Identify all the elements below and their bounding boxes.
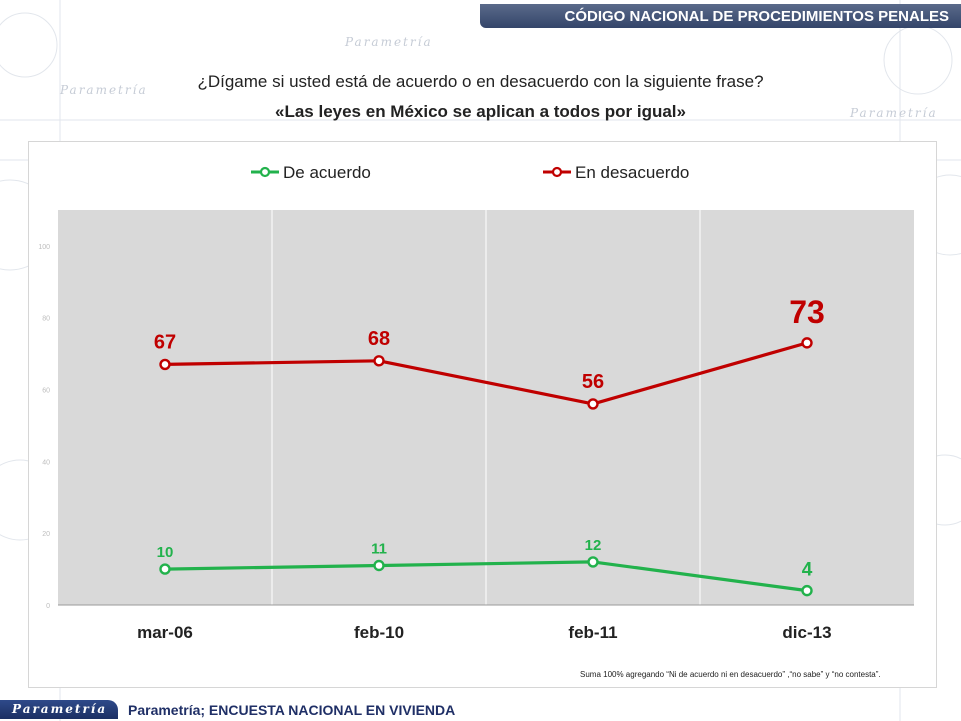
data-point xyxy=(373,355,385,367)
y-tick-label: 20 xyxy=(42,531,50,538)
data-label: 10 xyxy=(157,544,174,561)
series-line xyxy=(164,560,808,593)
y-tick-label: 60 xyxy=(42,388,50,395)
survey-question: ¿Dígame si usted está de acuerdo o en de… xyxy=(197,72,764,91)
footnote: Suma 100% agregando “Ni de acuerdo ni en… xyxy=(580,670,881,679)
survey-statement: «Las leyes en México se aplican a todos … xyxy=(275,102,686,121)
footer-source: Parametría; ENCUESTA NACIONAL EN VIVIEND… xyxy=(128,702,456,718)
y-tick-label: 0 xyxy=(46,603,50,610)
data-point xyxy=(159,358,171,371)
parametria-logo: Parametría xyxy=(0,700,118,719)
x-tick-label: dic-13 xyxy=(782,623,831,642)
data-label: 73 xyxy=(789,294,825,330)
data-point xyxy=(373,559,385,572)
x-tick-label: mar-06 xyxy=(137,623,193,642)
header-title: CÓDIGO NACIONAL DE PROCEDIMIENTOS PENALE… xyxy=(564,8,950,25)
chart-frame: 0 20 40 60 80 100 mar-06 feb-10 feb-11 dic-13 De a… xyxy=(28,141,937,688)
legend-marker xyxy=(259,166,271,178)
watermark-text: Parametría xyxy=(344,35,433,49)
data-label: 4 xyxy=(802,560,813,581)
y-tick-label: 80 xyxy=(42,316,50,323)
watermark-text: Parametría xyxy=(849,106,938,120)
x-tick-label: feb-11 xyxy=(568,623,617,642)
legend-label: De acuerdo xyxy=(283,163,371,182)
data-point xyxy=(587,398,599,410)
data-label: 56 xyxy=(582,371,604,393)
data-point xyxy=(801,584,813,597)
y-tick-label: 40 xyxy=(42,459,50,466)
header-banner: CÓDIGO NACIONAL DE PROCEDIMIENTOS PENALE… xyxy=(480,4,961,28)
y-tick-label: 100 xyxy=(38,244,50,251)
watermark-text: Parametría xyxy=(59,83,148,97)
data-label: 68 xyxy=(368,328,390,350)
data-point xyxy=(159,563,171,575)
data-label: 11 xyxy=(371,541,387,558)
footer: Parametría Parametría; ENCUESTA NACIONAL… xyxy=(0,698,961,721)
logo-text: Parametría xyxy=(12,702,108,716)
x-tick-label: feb-10 xyxy=(354,623,404,642)
data-point xyxy=(801,337,813,349)
data-label: 12 xyxy=(585,537,602,554)
series-line xyxy=(164,341,808,406)
legend-marker xyxy=(551,166,563,178)
data-point xyxy=(587,556,599,568)
data-label: 67 xyxy=(154,331,176,353)
legend-label: En desacuerdo xyxy=(575,163,689,182)
line-chart: 0 20 40 60 80 100 mar-06 feb-10 feb-11 dic-13 De a… xyxy=(38,163,914,642)
